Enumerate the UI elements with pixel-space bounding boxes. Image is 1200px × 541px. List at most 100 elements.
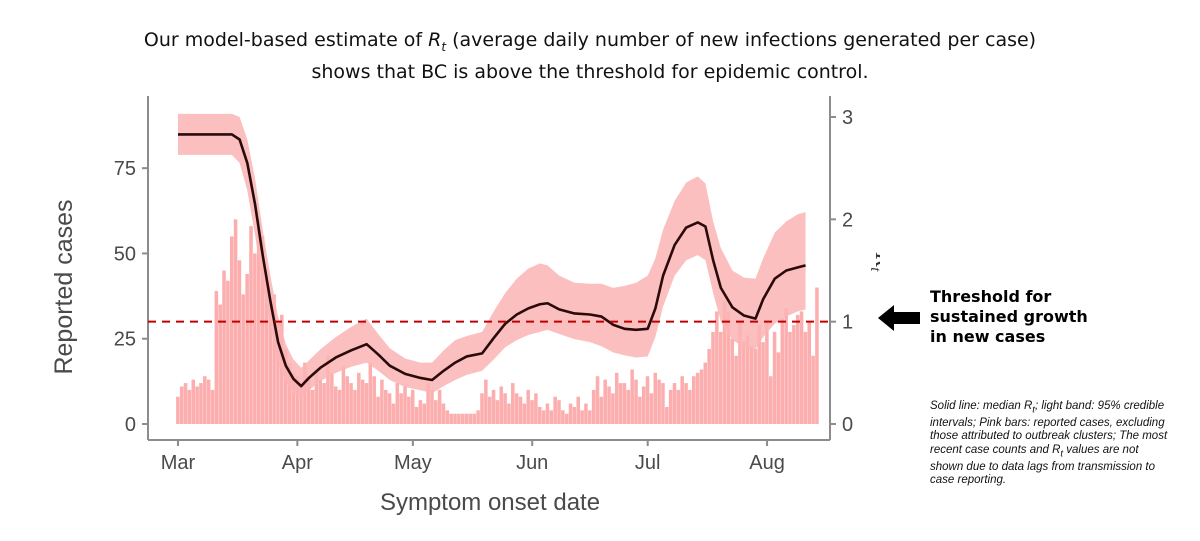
- case-bar: [568, 403, 573, 424]
- case-bar: [495, 400, 500, 424]
- title-line-1-pre: Our model-based estimate of: [143, 29, 429, 51]
- case-bar: [460, 413, 465, 424]
- x-axis-label: Symptom onset date: [380, 489, 600, 516]
- case-bar: [749, 345, 754, 424]
- case-bar: [330, 372, 334, 424]
- axes-layer: [147, 96, 831, 441]
- case-bar: [183, 383, 188, 424]
- case-bar: [557, 400, 561, 424]
- case-bar: [345, 376, 350, 424]
- x-tick-label: Jul: [635, 452, 661, 474]
- case-bar: [499, 386, 504, 424]
- case-bar: [445, 410, 450, 424]
- case-bar: [815, 287, 819, 424]
- case-bar: [588, 410, 592, 424]
- case-bar: [457, 413, 461, 424]
- case-bar: [530, 400, 534, 424]
- case-bar: [742, 342, 746, 424]
- case-bar: [561, 410, 565, 424]
- case-bar: [645, 376, 650, 424]
- case-bar: [780, 318, 785, 424]
- case-bar: [383, 389, 388, 424]
- case-bar: [391, 403, 396, 424]
- bars-layer: [176, 219, 819, 424]
- case-bar: [380, 379, 384, 424]
- y-tick-label: 0: [125, 414, 136, 436]
- case-bar: [507, 403, 511, 424]
- x-tick-label: Mar: [161, 452, 196, 474]
- case-bar: [199, 383, 203, 424]
- case-bar: [795, 314, 800, 424]
- case-bar: [299, 383, 303, 424]
- case-bar: [657, 379, 661, 424]
- case-bar: [357, 372, 361, 424]
- case-bar: [534, 393, 538, 424]
- footnote-text-3: values are not shown due to data lags fr…: [930, 443, 1156, 487]
- case-bar: [176, 396, 180, 424]
- case-bar: [256, 219, 261, 424]
- case-bar: [306, 376, 311, 424]
- y2-axis-label: Rt: [867, 252, 880, 273]
- case-bar: [222, 270, 226, 424]
- x-tick-label: May: [394, 452, 432, 474]
- case-bar: [337, 389, 342, 424]
- threshold-annotation-line-1: Threshold for: [930, 287, 1052, 306]
- case-bar: [541, 410, 546, 424]
- case-bar: [322, 383, 326, 424]
- case-bar: [722, 301, 727, 424]
- case-bar: [576, 396, 581, 424]
- case-bar: [745, 335, 750, 424]
- case-bar: [668, 389, 673, 424]
- case-bar: [214, 290, 219, 424]
- case-bar: [653, 372, 658, 424]
- case-bar: [472, 413, 477, 424]
- footnote-text-2: ; light band: 95% credible intervals; Pi…: [930, 400, 1168, 456]
- case-bar: [522, 403, 527, 424]
- case-bar: [403, 386, 407, 424]
- case-bar: [665, 406, 669, 424]
- case-bar: [618, 383, 623, 424]
- case-bar: [661, 383, 665, 424]
- case-bar: [226, 280, 230, 424]
- ticks-layer: 0 25 50 75 0 1 2 3 Mar Apr May Jun Jul Aug: [114, 107, 853, 474]
- threshold-annotation-line-3: in new cases: [930, 327, 1046, 346]
- y-tick-label: 50: [114, 243, 136, 265]
- title-line-1-post: (average daily number of new infections …: [446, 29, 1037, 51]
- case-bar: [249, 226, 253, 424]
- case-bar: [210, 389, 215, 424]
- left-arrow-icon: [878, 305, 920, 331]
- y-tick-label: 25: [114, 329, 136, 351]
- y2-tick-label: 1: [842, 312, 853, 334]
- case-bar: [441, 403, 446, 424]
- threshold-annotation: Threshold for sustained growth in new ca…: [930, 287, 1088, 347]
- case-bar: [695, 372, 700, 424]
- case-bar: [715, 311, 719, 424]
- rt-median-line: [178, 133, 806, 388]
- case-bar: [187, 389, 192, 424]
- case-bar: [418, 400, 423, 424]
- y-tick-label: 75: [114, 158, 136, 180]
- case-bar: [349, 383, 353, 424]
- case-bar: [537, 406, 542, 424]
- footnote-sub-1: t: [1032, 404, 1035, 416]
- title-line-1: Our model-based estimate of Rt (average …: [120, 28, 1060, 60]
- case-bar: [511, 383, 515, 424]
- case-bar: [711, 331, 715, 424]
- case-bar: [718, 331, 723, 424]
- case-bar: [768, 376, 773, 424]
- title-rt-symbol: R: [428, 29, 442, 51]
- case-bar: [414, 406, 419, 424]
- case-bar: [761, 342, 765, 424]
- case-bar: [672, 383, 677, 424]
- case-bar: [630, 369, 634, 424]
- case-bar: [260, 236, 265, 424]
- case-bar: [341, 366, 346, 424]
- case-bar: [491, 389, 496, 424]
- case-bar: [487, 396, 492, 424]
- median-layer: [178, 133, 806, 388]
- case-bar: [607, 386, 611, 424]
- case-bar: [599, 396, 604, 424]
- case-bar: [622, 383, 627, 424]
- case-bar: [368, 362, 373, 424]
- case-bar: [730, 338, 735, 424]
